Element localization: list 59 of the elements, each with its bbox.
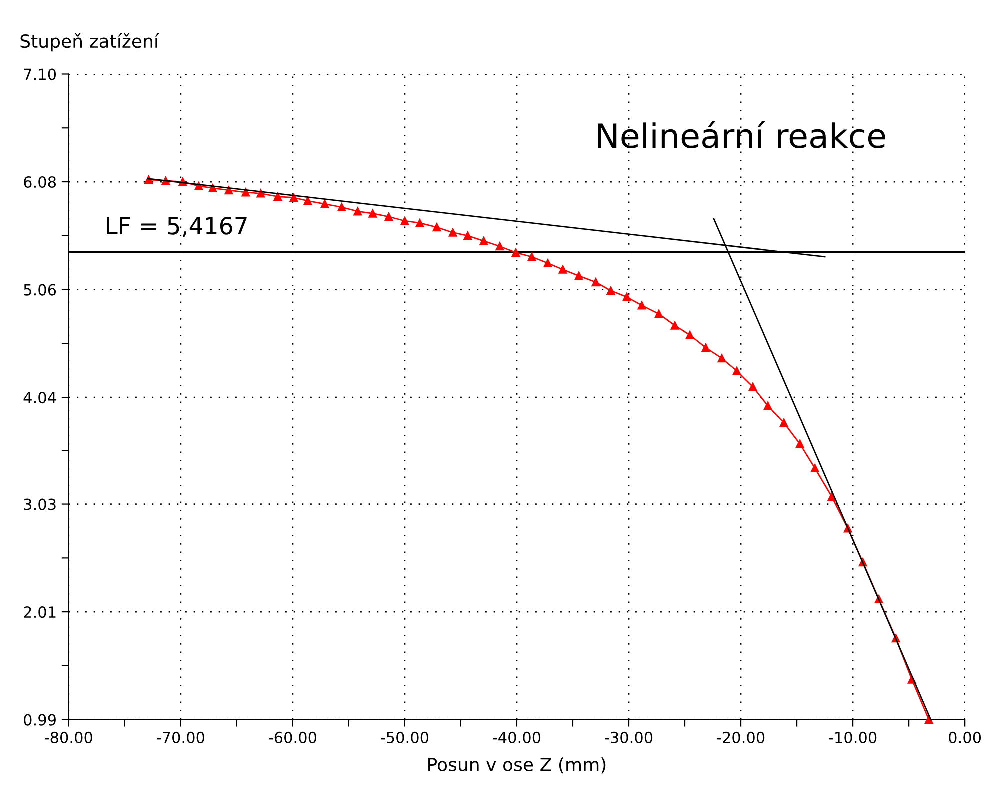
point xyxy=(480,237,488,246)
point xyxy=(686,331,694,340)
point xyxy=(924,716,934,724)
point xyxy=(208,184,218,193)
x-tick-label: -60.00 xyxy=(269,732,317,744)
y-tick-label: 3.03 xyxy=(24,498,56,510)
point xyxy=(622,293,632,302)
point xyxy=(718,354,726,363)
point xyxy=(354,207,362,216)
y-axis-title: Stupeň zatížení xyxy=(20,33,160,52)
point xyxy=(304,196,312,206)
point xyxy=(224,186,234,195)
y-tick-label: 0.99 xyxy=(24,714,56,726)
x-tick-label: -10.00 xyxy=(829,732,877,744)
annotation: Nelineární reakce xyxy=(598,121,886,148)
point xyxy=(290,194,298,202)
point xyxy=(242,188,250,197)
point xyxy=(512,248,520,257)
point xyxy=(780,418,788,428)
point xyxy=(368,210,378,218)
y-tick-label: 4.04 xyxy=(24,392,56,404)
x-tick-label: -50.00 xyxy=(381,732,429,744)
point xyxy=(592,278,600,287)
point xyxy=(274,192,282,201)
x-tick-label: -40.00 xyxy=(493,732,541,744)
point xyxy=(796,440,804,448)
y-tick-label: 2.01 xyxy=(24,606,56,618)
point xyxy=(702,344,710,352)
point xyxy=(338,203,346,212)
y-tick-label: 5.06 xyxy=(24,284,56,296)
point xyxy=(544,259,552,268)
point xyxy=(432,223,442,232)
y-tick-label: 6.08 xyxy=(24,176,56,188)
point xyxy=(670,322,680,330)
point xyxy=(416,219,424,228)
point xyxy=(764,402,772,410)
point xyxy=(464,232,472,240)
point xyxy=(574,272,584,280)
point xyxy=(732,366,742,376)
point xyxy=(320,200,330,208)
point xyxy=(448,228,458,237)
x-tick-label: -80.00 xyxy=(44,732,92,744)
point xyxy=(654,310,664,318)
point xyxy=(528,252,536,262)
x-tick-label: 0.00 xyxy=(949,732,982,744)
x-axis-title: Posun v ose Z (mm) xyxy=(428,758,606,774)
point xyxy=(606,286,616,296)
y-tick-label: 7.10 xyxy=(24,68,56,80)
point xyxy=(384,212,394,222)
point xyxy=(748,382,758,392)
point xyxy=(638,301,646,310)
x-tick-label: -20.00 xyxy=(717,732,765,744)
x-tick-label: -70.00 xyxy=(157,732,204,744)
point xyxy=(400,216,410,226)
x-tick-label: -30.00 xyxy=(605,732,653,744)
point xyxy=(496,242,504,251)
point xyxy=(558,266,568,274)
ref-line-label: LF = 5,4167 xyxy=(107,216,247,238)
point xyxy=(810,464,820,473)
